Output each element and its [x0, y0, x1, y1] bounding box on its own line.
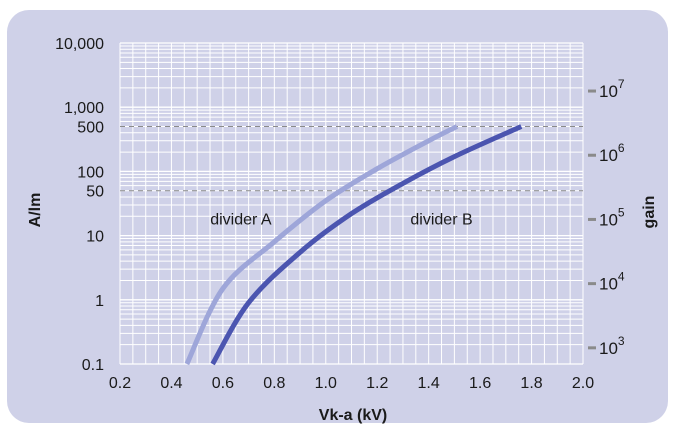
y-tick-label: 1	[95, 293, 104, 310]
x-tick-label: 1.6	[469, 375, 491, 392]
x-tick-label: 1.4	[418, 375, 440, 392]
series-layer	[184, 124, 523, 366]
y-tick-label: 500	[77, 120, 104, 137]
y2-tick-label: 104	[599, 270, 625, 294]
y2-axis-title: gain	[641, 196, 658, 229]
x-axis-title: Vk-a (kV)	[319, 407, 387, 424]
series-line-divider-a	[184, 124, 459, 366]
x-tick-labels: 0.2 0.4 0.6 0.8 1.0 1.2 1.4 1.6 1.8 2.0	[109, 375, 594, 392]
y-tick-label: 100	[77, 164, 104, 181]
y-tick-label: 1,000	[64, 100, 104, 117]
y2-tick-label: 103	[599, 334, 625, 358]
x-tick-label: 2.0	[572, 375, 594, 392]
y2-tick-labels: 103 104 105 106 107	[588, 77, 625, 358]
series-line-divider-b	[210, 124, 523, 366]
annotations: divider A divider B	[210, 211, 472, 228]
x-tick-label: 0.8	[263, 375, 285, 392]
y-tick-label: 50	[86, 184, 104, 201]
x-tick-label: 0.4	[160, 375, 182, 392]
series-annotation: divider A	[210, 211, 272, 228]
y2-tick-label: 106	[599, 141, 625, 165]
grid-layer	[119, 42, 584, 365]
series-annotation: divider B	[410, 211, 472, 228]
y-tick-labels: 10,000 1,000 500 100 50 10 1 0.1	[55, 36, 104, 374]
y2-tick-label: 107	[599, 77, 625, 101]
y-tick-label: 10	[86, 229, 104, 246]
x-tick-label: 0.6	[212, 375, 234, 392]
y-tick-label: 0.1	[82, 357, 104, 374]
x-tick-label: 1.8	[520, 375, 542, 392]
y-tick-label: 10,000	[55, 36, 104, 53]
y-axis-title: A/lm	[27, 193, 44, 228]
y2-tick-label: 105	[599, 205, 625, 229]
x-tick-label: 1.0	[315, 375, 337, 392]
x-tick-label: 0.2	[109, 375, 131, 392]
x-tick-label: 1.2	[366, 375, 388, 392]
